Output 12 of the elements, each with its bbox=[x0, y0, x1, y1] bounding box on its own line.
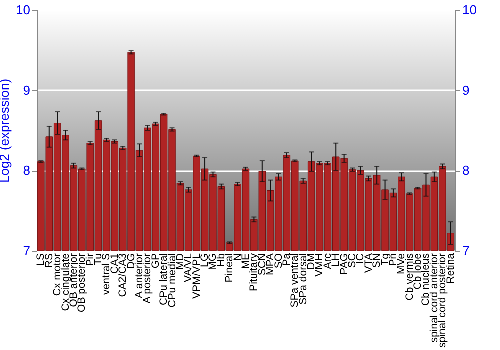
x-tick-label: Pituitary bbox=[248, 252, 260, 292]
y-tick-label: 8 bbox=[23, 163, 30, 178]
y2-tick-label: 7 bbox=[462, 244, 470, 258]
y-axis-title: Log2 (expression) bbox=[0, 78, 12, 184]
y-tick-label: 7 bbox=[23, 244, 30, 258]
x-tick-label: Tg bbox=[379, 253, 392, 266]
y2-tick-label: 10 bbox=[462, 2, 477, 18]
x-tick-label: Retina bbox=[444, 253, 457, 284]
y2-tick-label: 8 bbox=[462, 163, 470, 178]
y-tick-label: 10 bbox=[16, 2, 30, 18]
y2-tick-label: 9 bbox=[462, 82, 470, 98]
y-tick-label: 9 bbox=[23, 82, 30, 98]
